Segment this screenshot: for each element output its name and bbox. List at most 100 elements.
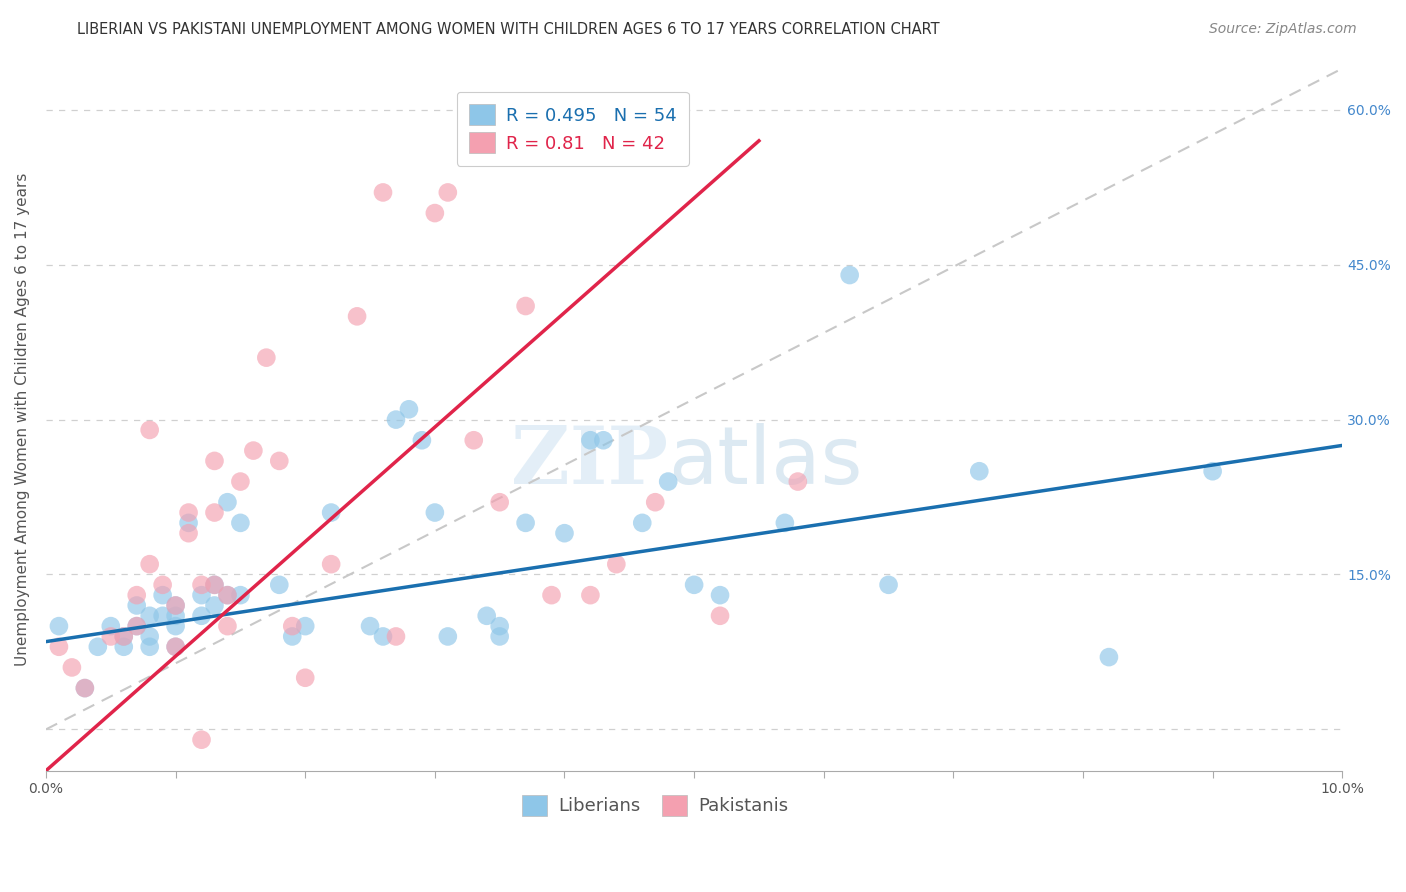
Pakistanis — [281, 619, 304, 633]
Liberians — [877, 578, 900, 592]
Liberians — [838, 268, 860, 282]
Liberians — [385, 412, 408, 426]
Liberians — [969, 464, 991, 478]
Pakistanis — [269, 454, 291, 468]
Liberians — [592, 434, 614, 448]
Liberians — [579, 434, 602, 448]
Text: LIBERIAN VS PAKISTANI UNEMPLOYMENT AMONG WOMEN WITH CHILDREN AGES 6 TO 17 YEARS : LIBERIAN VS PAKISTANI UNEMPLOYMENT AMONG… — [77, 22, 941, 37]
Liberians — [437, 630, 460, 644]
Pakistanis — [217, 588, 239, 602]
Pakistanis — [204, 454, 226, 468]
Pakistanis — [385, 630, 408, 644]
Pakistanis — [294, 671, 316, 685]
Liberians — [204, 578, 226, 592]
Liberians — [152, 588, 174, 602]
Pakistanis — [165, 640, 187, 654]
Text: ZIP: ZIP — [512, 423, 668, 500]
Liberians — [217, 588, 239, 602]
Liberians — [631, 516, 654, 530]
Pakistanis — [190, 578, 212, 592]
Liberians — [165, 619, 187, 633]
Liberians — [488, 630, 510, 644]
Liberians — [657, 475, 679, 489]
Liberians — [1098, 650, 1121, 665]
Pakistanis — [152, 578, 174, 592]
Pakistanis — [177, 526, 200, 541]
Pakistanis — [204, 506, 226, 520]
Liberians — [73, 681, 96, 695]
Liberians — [112, 640, 135, 654]
Liberians — [138, 640, 160, 654]
Pakistanis — [321, 557, 343, 571]
Liberians — [1201, 464, 1223, 478]
Y-axis label: Unemployment Among Women with Children Ages 6 to 17 years: Unemployment Among Women with Children A… — [15, 173, 30, 666]
Pakistanis — [254, 351, 277, 365]
Liberians — [423, 506, 446, 520]
Pakistanis — [165, 599, 187, 613]
Liberians — [177, 516, 200, 530]
Liberians — [321, 506, 343, 520]
Liberians — [294, 619, 316, 633]
Liberians — [138, 630, 160, 644]
Pakistanis — [423, 206, 446, 220]
Liberians — [152, 608, 174, 623]
Pakistanis — [217, 619, 239, 633]
Pakistanis — [73, 681, 96, 695]
Pakistanis — [177, 506, 200, 520]
Liberians — [217, 495, 239, 509]
Pakistanis — [242, 443, 264, 458]
Liberians — [165, 640, 187, 654]
Liberians — [553, 526, 575, 541]
Pakistanis — [138, 423, 160, 437]
Liberians — [112, 630, 135, 644]
Liberians — [165, 608, 187, 623]
Pakistanis — [138, 557, 160, 571]
Liberians — [125, 619, 148, 633]
Legend: Liberians, Pakistanis: Liberians, Pakistanis — [513, 786, 797, 825]
Text: atlas: atlas — [668, 423, 862, 500]
Pakistanis — [515, 299, 537, 313]
Liberians — [475, 608, 498, 623]
Liberians — [229, 588, 252, 602]
Pakistanis — [437, 186, 460, 200]
Pakistanis — [48, 640, 70, 654]
Liberians — [87, 640, 110, 654]
Liberians — [190, 608, 212, 623]
Liberians — [773, 516, 796, 530]
Pakistanis — [709, 608, 731, 623]
Liberians — [100, 619, 122, 633]
Pakistanis — [100, 630, 122, 644]
Pakistanis — [190, 732, 212, 747]
Text: Source: ZipAtlas.com: Source: ZipAtlas.com — [1209, 22, 1357, 37]
Pakistanis — [540, 588, 562, 602]
Liberians — [190, 588, 212, 602]
Liberians — [165, 599, 187, 613]
Liberians — [48, 619, 70, 633]
Liberians — [371, 630, 394, 644]
Pakistanis — [60, 660, 83, 674]
Liberians — [359, 619, 381, 633]
Liberians — [229, 516, 252, 530]
Liberians — [515, 516, 537, 530]
Liberians — [683, 578, 706, 592]
Pakistanis — [112, 630, 135, 644]
Liberians — [125, 599, 148, 613]
Pakistanis — [371, 186, 394, 200]
Liberians — [281, 630, 304, 644]
Liberians — [204, 599, 226, 613]
Liberians — [138, 608, 160, 623]
Pakistanis — [125, 619, 148, 633]
Pakistanis — [463, 434, 485, 448]
Pakistanis — [644, 495, 666, 509]
Liberians — [488, 619, 510, 633]
Pakistanis — [346, 310, 368, 324]
Liberians — [269, 578, 291, 592]
Pakistanis — [579, 588, 602, 602]
Pakistanis — [786, 475, 808, 489]
Pakistanis — [125, 588, 148, 602]
Pakistanis — [488, 495, 510, 509]
Pakistanis — [204, 578, 226, 592]
Liberians — [398, 402, 420, 417]
Pakistanis — [229, 475, 252, 489]
Pakistanis — [605, 557, 627, 571]
